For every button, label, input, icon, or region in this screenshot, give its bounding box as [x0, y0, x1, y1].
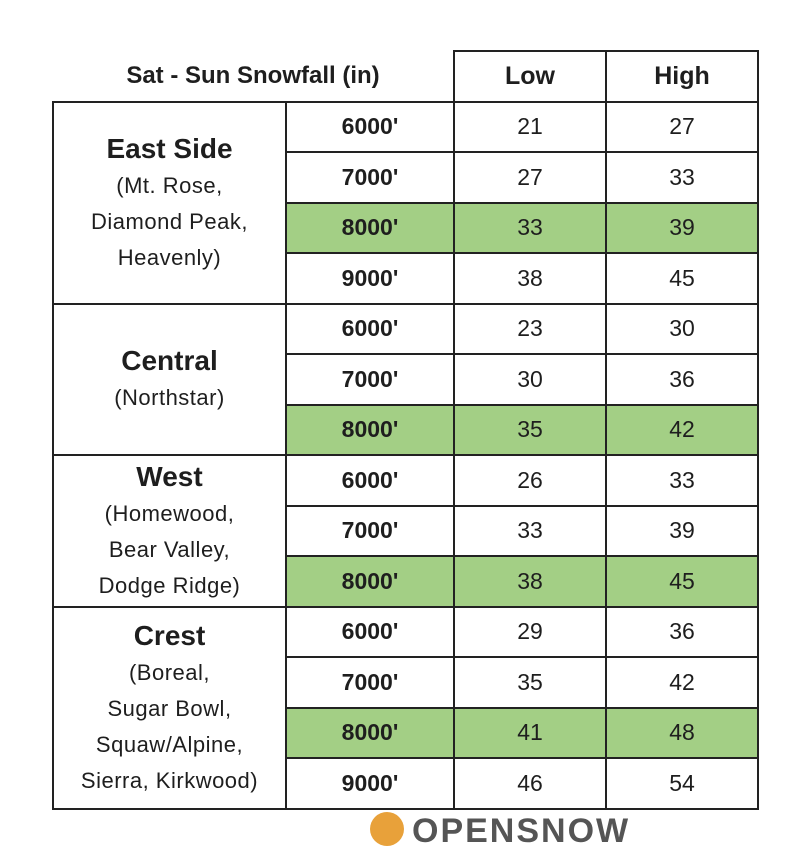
low-cell: 30 — [453, 353, 607, 406]
elevation-cell: 6000' — [285, 454, 455, 507]
high-cell: 30 — [605, 302, 759, 355]
logo-icon — [370, 812, 404, 846]
data-row: Central (Northstar) 6000' 23 30 — [52, 302, 759, 456]
region-detail: Sugar Bowl, — [107, 695, 232, 721]
elevation-cell: 9000' — [285, 252, 455, 305]
data-row: 8000' 35 42 — [53, 403, 759, 456]
high-cell: 45 — [605, 252, 759, 305]
elevation-cell: 7000' — [285, 353, 455, 406]
high-cell: 36 — [605, 353, 759, 406]
elevation-cell: 7000' — [285, 504, 455, 557]
region-detail: (Northstar) — [114, 385, 225, 411]
snowfall-table: Sat - Sun Snowfall (in) Low High East Si… — [52, 50, 759, 810]
header-row: Sat - Sun Snowfall (in) Low High — [53, 50, 759, 103]
low-cell: 41 — [453, 706, 607, 759]
high-cell: 27 — [605, 100, 759, 153]
data-row: West (Homewood, Bear Valley, Dodge Ridge) 60… — [52, 454, 759, 608]
high-cell: 39 — [605, 504, 759, 557]
elevation-cell: 7000' — [285, 656, 455, 709]
region-detail: Bear Valley, — [108, 536, 231, 562]
low-cell: 38 — [453, 252, 607, 305]
low-cell: 35 — [453, 403, 607, 456]
elevation-cell: 6000' — [285, 605, 455, 658]
low-cell: 33 — [453, 201, 607, 254]
logo-text: OPENSNOW — [412, 812, 631, 850]
high-cell: 39 — [605, 201, 759, 254]
data-row: 7000' 30 36 — [53, 353, 759, 406]
data-row: 8000' 33 39 — [53, 201, 759, 254]
elevation-cell: 8000' — [285, 555, 455, 608]
region-detail: Dodge Ridge) — [98, 572, 241, 598]
elevation-cell: 6000' — [285, 100, 455, 153]
region-cell: West (Homewood, Bear Valley, Dodge Ridge) — [52, 454, 287, 608]
high-cell: 48 — [605, 706, 759, 759]
region-detail: (Homewood, — [104, 500, 235, 526]
data-row: 7000' 27 33 — [53, 151, 759, 204]
data-row: 9000' 38 45 — [53, 252, 759, 305]
region-detail: Squaw/Alpine, — [95, 731, 244, 757]
low-cell: 38 — [453, 555, 607, 608]
high-cell: 36 — [605, 605, 759, 658]
low-cell: 29 — [453, 605, 607, 658]
elevation-cell: 9000' — [285, 757, 455, 810]
low-cell: 33 — [453, 504, 607, 557]
footer-logo: OPENSNOW — [370, 812, 630, 851]
elevation-cell: 8000' — [285, 403, 455, 456]
region-name: Central — [121, 345, 218, 377]
data-row: 9000' 46 54 — [53, 757, 759, 810]
low-cell: 27 — [453, 151, 607, 204]
column-header: Low — [453, 50, 607, 103]
region-cell: East Side (Mt. Rose, Diamond Peak, Heavenly… — [52, 100, 287, 305]
region-detail: Diamond Peak, — [91, 208, 248, 234]
high-cell: 42 — [605, 656, 759, 709]
column-header: High — [605, 50, 759, 103]
high-cell: 42 — [605, 403, 759, 456]
low-cell: 46 — [453, 757, 607, 810]
elevation-cell: 8000' — [285, 201, 455, 254]
region-cell: Crest (Boreal, Sugar Bowl, Squaw/Alpine, Sie… — [52, 605, 287, 810]
region-name: East Side — [106, 132, 233, 164]
data-row: 7000' 33 39 — [53, 504, 759, 557]
data-row: East Side (Mt. Rose, Diamond Peak, Heavenly… — [52, 100, 759, 305]
elevation-cell: 8000' — [285, 706, 455, 759]
data-row: Crest (Boreal, Sugar Bowl, Squaw/Alpine, Sie… — [52, 605, 759, 810]
region-detail: Sierra, Kirkwood) — [80, 767, 259, 793]
high-cell: 33 — [605, 151, 759, 204]
low-cell: 35 — [453, 656, 607, 709]
region-name: Crest — [133, 619, 206, 651]
region-detail: Heavenly) — [117, 244, 222, 270]
elevation-cell: 7000' — [285, 151, 455, 204]
data-row: 8000' 38 45 — [53, 555, 759, 608]
high-cell: 33 — [605, 454, 759, 507]
table-body: Sat - Sun Snowfall (in) Low High East Si… — [52, 50, 759, 810]
high-cell: 45 — [605, 555, 759, 608]
low-cell: 26 — [453, 454, 607, 507]
region-cell: Central (Northstar) — [52, 302, 287, 456]
elevation-cell: 6000' — [285, 302, 455, 355]
region-detail: (Boreal, — [128, 659, 211, 685]
low-cell: 21 — [453, 100, 607, 153]
data-row: 8000' 41 48 — [53, 706, 759, 759]
table-title: Sat - Sun Snowfall (in) — [53, 51, 455, 103]
region-detail: (Mt. Rose, — [116, 172, 223, 198]
low-cell: 23 — [453, 302, 607, 355]
data-row: 7000' 35 42 — [53, 656, 759, 709]
region-name: West — [136, 460, 203, 492]
high-cell: 54 — [605, 757, 759, 810]
